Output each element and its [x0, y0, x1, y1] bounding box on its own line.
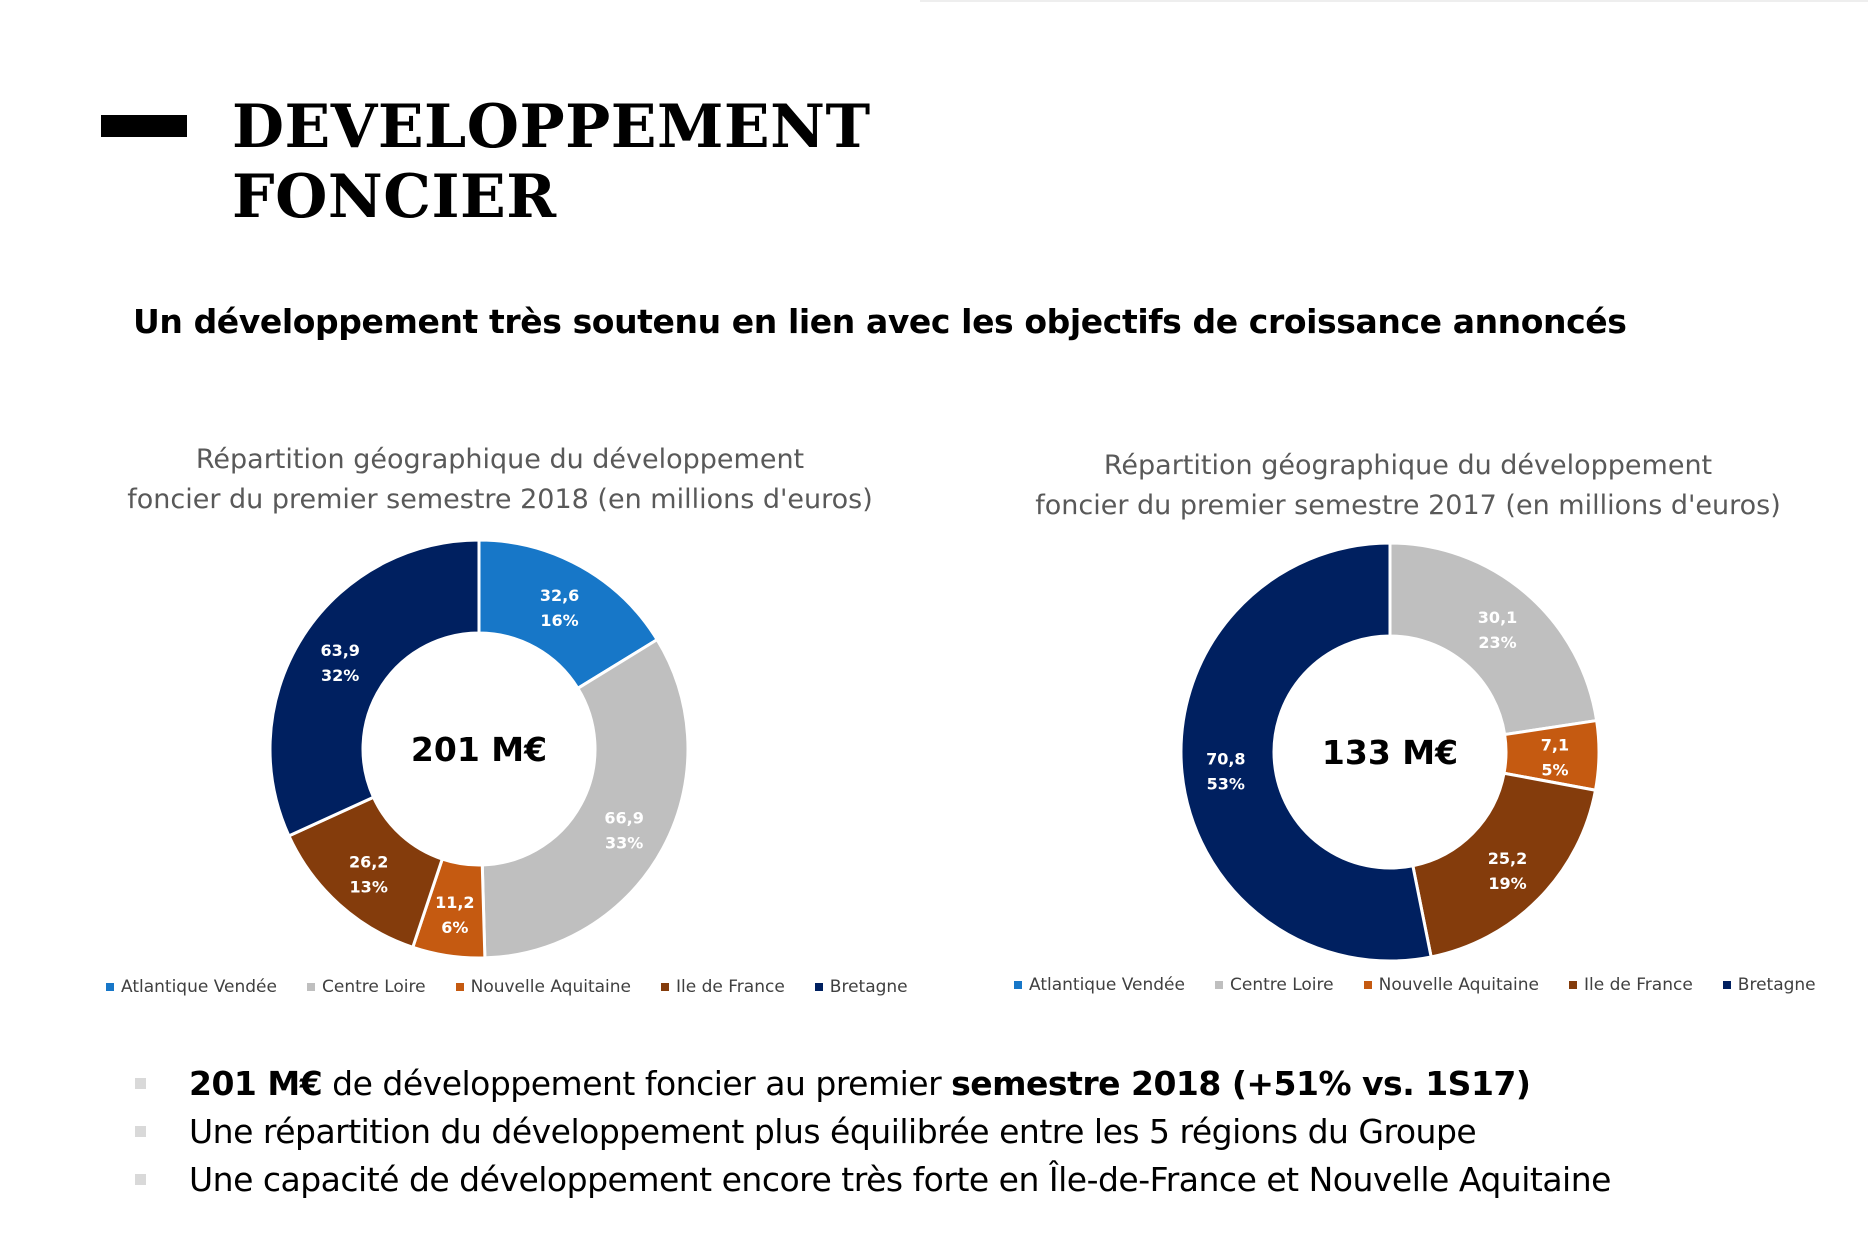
legend-swatch [1569, 981, 1577, 989]
bullet-marker [135, 1078, 146, 1089]
chart-2018-title-line1: Répartition géographique du développemen… [195, 444, 805, 475]
slice-bretagne [268, 538, 481, 838]
slice-percent-label: 19% [1488, 874, 1526, 893]
legend-item: Bretagne [814, 977, 908, 997]
slice-bretagne [1179, 541, 1433, 963]
donut-chart-0: 32,6 16% 66,9 33% 11,2 6% 26,2 13% 63,9 32% 201 M€ [268, 538, 690, 960]
slice-value-label: 25,2 [1488, 849, 1527, 868]
slice-percent-label: 32% [321, 666, 359, 685]
legend-item: Bretagne [1722, 975, 1816, 995]
chart-2018-legend: Atlantique Vendée Centre Loire Nouvelle Aq… [106, 977, 938, 997]
chart-2017-legend: Atlantique Vendée Centre Loire Nouvelle Aq… [1014, 975, 1846, 995]
legend-label: Nouvelle Aquitaine [1378, 975, 1539, 995]
bullet-text: 201 M€ de développement foncier au premi… [189, 1060, 1531, 1108]
legend-swatch [1014, 981, 1022, 989]
bullet-text: Une capacité de développement encore trè… [189, 1156, 1611, 1204]
donut-chart-1: 30,1 23% 7,1 5% 25,2 19% 70,8 53% 133 M€ [1179, 541, 1601, 963]
donut-center-total: 201 M€ [411, 730, 547, 769]
legend-swatch [1363, 981, 1372, 989]
legend-swatch [106, 983, 114, 991]
bullet-text-part: semestre 2018 (+51% vs. 1S17) [951, 1064, 1531, 1103]
legend-item: Atlantique Vendée [106, 977, 277, 997]
chart-2017-title-line2: foncier du premier semestre 2017 (en mil… [1035, 490, 1781, 521]
chart-2018-title-line2: foncier du premier semestre 2018 (en mil… [127, 484, 873, 515]
legend-label: Bretagne [1737, 975, 1816, 995]
slice-value-label: 30,1 [1478, 608, 1517, 627]
slice-value-label: 70,8 [1206, 749, 1245, 768]
legend-swatch [455, 983, 464, 991]
slice-percent-label: 16% [540, 611, 578, 630]
slice-percent-label: 13% [350, 878, 388, 897]
page-title-line2: FONCIER [232, 162, 557, 232]
chart-2017-title: Répartition géographique du développemen… [1008, 446, 1808, 526]
chart-2017-title-line1: Répartition géographique du développemen… [1103, 450, 1713, 481]
bullet-marker [135, 1174, 146, 1185]
legend-item: Centre Loire [1214, 975, 1334, 995]
title-accent-bar [101, 115, 187, 137]
legend-item: Ile de France [661, 977, 785, 997]
page-title: DEVELOPPEMENT FONCIER [232, 92, 871, 232]
legend-label: Centre Loire [1229, 975, 1334, 995]
legend-label: Bretagne [829, 977, 908, 997]
slice-ile-de-france [1411, 771, 1598, 959]
slice-percent-label: 53% [1207, 774, 1245, 793]
legend-swatch [1722, 981, 1731, 989]
legend-item: Ile de France [1569, 975, 1693, 995]
slice-value-label: 11,2 [435, 893, 474, 912]
slice-value-label: 32,6 [540, 586, 579, 605]
slice-value-label: 26,2 [349, 853, 388, 872]
slice-value-label: 63,9 [320, 641, 359, 660]
legend-label: Ile de France [1584, 975, 1693, 995]
legend-label: Ile de France [676, 977, 785, 997]
legend-swatch [814, 983, 823, 991]
donut-center-total: 133 M€ [1322, 733, 1458, 772]
page-subtitle: Un développement très soutenu en lien av… [133, 302, 1627, 341]
bullet-text-part: Une répartition du développement plus éq… [189, 1112, 1477, 1151]
slice-value-label: 66,9 [604, 809, 643, 828]
bullet-text: Une répartition du développement plus éq… [189, 1108, 1477, 1156]
legend-swatch [1214, 981, 1223, 989]
slice-percent-label: 6% [441, 918, 468, 937]
legend-item: Centre Loire [306, 977, 426, 997]
bullet-marker [135, 1126, 146, 1137]
bullet-text-part: Une capacité de développement encore trè… [189, 1160, 1611, 1199]
slice-percent-label: 5% [1541, 761, 1568, 780]
bullet-text-part: 201 M€ [189, 1064, 323, 1103]
slice-centre-loire [1388, 541, 1599, 737]
legend-item: Atlantique Vendée [1014, 975, 1185, 995]
legend-label: Nouvelle Aquitaine [470, 977, 631, 997]
legend-swatch [661, 983, 669, 991]
legend-label: Atlantique Vendée [121, 977, 277, 997]
page-title-line1: DEVELOPPEMENT [232, 92, 871, 162]
chart-2018-title: Répartition géographique du développemen… [100, 440, 900, 520]
legend-swatch [306, 983, 315, 991]
slice-percent-label: 33% [605, 834, 643, 853]
legend-item: Nouvelle Aquitaine [1363, 975, 1539, 995]
top-divider [920, 0, 1868, 2]
legend-label: Centre Loire [321, 977, 426, 997]
slice-centre-loire [480, 637, 690, 960]
bullet-text-part: de développement foncier au premier [322, 1064, 952, 1103]
slice-value-label: 7,1 [1541, 736, 1569, 755]
slice-percent-label: 23% [1478, 633, 1516, 652]
legend-item: Nouvelle Aquitaine [455, 977, 631, 997]
legend-label: Atlantique Vendée [1029, 975, 1185, 995]
